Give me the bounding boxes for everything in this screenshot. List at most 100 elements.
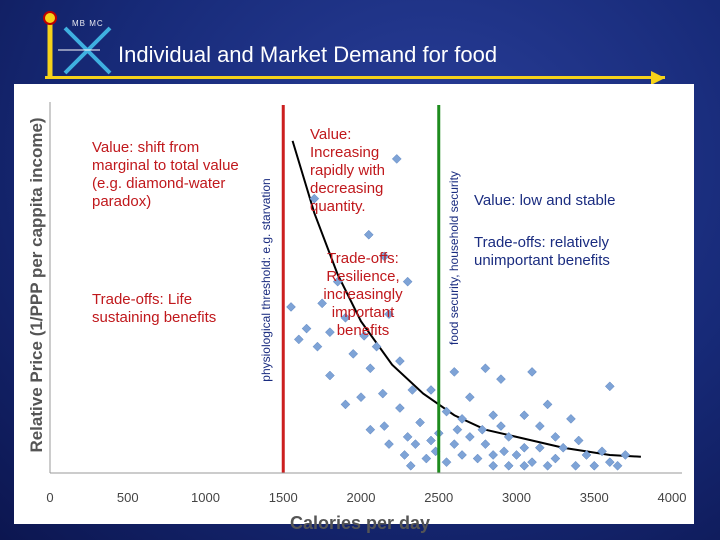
data-point	[384, 439, 394, 449]
data-point	[499, 446, 509, 457]
data-point	[457, 413, 467, 424]
data-point	[550, 432, 561, 442]
data-point	[566, 413, 576, 424]
data-point	[589, 460, 600, 471]
x-tick-label: 2000	[347, 490, 376, 505]
data-point	[464, 432, 475, 442]
title-arrow-icon	[651, 71, 665, 85]
data-point	[488, 460, 499, 471]
x-tick-label: 1000	[191, 490, 220, 505]
data-point	[402, 432, 413, 442]
data-point	[286, 302, 296, 312]
title-rule	[45, 76, 665, 79]
data-point	[379, 251, 390, 262]
data-point	[477, 424, 488, 435]
data-point	[391, 154, 402, 164]
data-point	[620, 450, 631, 460]
data-point	[356, 392, 366, 403]
right-tradeoff-note: Trade-offs: relatively unimportant benef…	[474, 234, 610, 269]
data-point	[503, 460, 514, 471]
data-point	[325, 327, 335, 338]
data-point	[415, 417, 425, 428]
data-point	[359, 330, 369, 341]
data-point	[581, 450, 592, 460]
data-point	[363, 229, 374, 240]
data-point	[496, 374, 506, 384]
data-point	[503, 432, 514, 442]
logo-dot	[43, 11, 57, 25]
x-axis-label: Calories per day	[290, 513, 430, 533]
data-point	[395, 403, 405, 413]
data-point	[441, 406, 452, 417]
x-tick-label: 3500	[580, 490, 609, 505]
x-tick-label: 0	[46, 490, 53, 505]
data-point	[301, 323, 312, 334]
logo-mark	[43, 11, 112, 78]
threshold-label-starvation: physiological threshold: e.g. starvation	[259, 178, 273, 381]
data-point	[472, 453, 483, 464]
middle-tradeoff-note: Trade-offs: Resilience, increasingly imp…	[323, 250, 403, 339]
data-point	[348, 349, 359, 359]
data-point	[384, 309, 394, 320]
data-point	[488, 410, 499, 421]
data-point	[340, 399, 351, 410]
data-point	[570, 460, 581, 471]
data-point	[542, 399, 553, 410]
data-point	[496, 421, 506, 431]
data-point	[293, 334, 304, 345]
x-tick-label: 3000	[502, 490, 531, 505]
logo-text: MB MC	[72, 19, 104, 28]
x-tick-label: 500	[117, 490, 139, 505]
data-point	[488, 450, 499, 460]
data-point	[332, 276, 343, 287]
data-point	[519, 410, 530, 421]
data-point	[464, 392, 475, 403]
data-point	[395, 356, 405, 366]
data-point	[407, 385, 418, 395]
left-value-note: Value: shift from marginal to total valu…	[92, 139, 239, 210]
data-point	[604, 381, 615, 392]
data-point	[558, 442, 569, 453]
data-point	[312, 341, 323, 352]
left-tradeoff-note: Trade-offs: Life sustaining benefits	[92, 291, 217, 326]
data-point	[426, 435, 436, 446]
data-point	[457, 450, 467, 460]
x-tick-label: 2500	[424, 490, 453, 505]
data-point	[550, 453, 561, 464]
middle-value-note: Value: Increasing rapidly with decreasin…	[310, 126, 386, 215]
data-point	[449, 439, 460, 449]
data-point	[534, 442, 545, 453]
data-point	[527, 457, 537, 468]
data-point	[527, 367, 537, 377]
data-point	[365, 363, 376, 374]
data-point	[597, 446, 607, 457]
data-point	[309, 193, 320, 204]
data-point	[534, 421, 545, 431]
x-tick-label: 1500	[269, 490, 298, 505]
x-tick-label: 4000	[658, 490, 687, 505]
data-point	[325, 370, 335, 381]
data-point	[511, 450, 522, 460]
right-value-note: Value: low and stable	[474, 192, 616, 209]
y-axis-label: Relative Price (1/PPP per cappita income…	[27, 117, 46, 452]
data-point	[573, 435, 584, 446]
data-point	[426, 385, 436, 395]
data-point	[452, 424, 463, 435]
data-point	[410, 439, 421, 449]
data-point	[542, 460, 553, 471]
data-point	[421, 453, 432, 464]
data-point	[399, 450, 410, 460]
data-point	[379, 421, 390, 431]
data-point	[480, 439, 491, 449]
data-point	[480, 363, 491, 374]
page-title: Individual and Market Demand for food	[118, 42, 498, 67]
data-point	[519, 460, 530, 471]
data-point	[371, 341, 382, 352]
data-point	[402, 276, 413, 287]
data-point	[612, 460, 623, 471]
data-point	[377, 388, 388, 399]
data-point	[405, 460, 416, 471]
data-point	[604, 457, 615, 468]
data-point	[365, 424, 376, 435]
